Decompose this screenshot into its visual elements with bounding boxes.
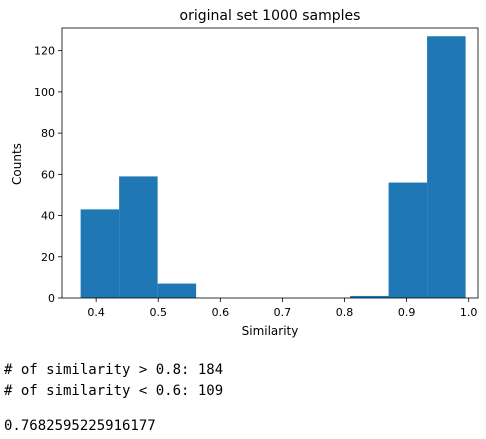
- x-tick-label: 0.4: [87, 306, 105, 319]
- y-tick-label: 20: [41, 251, 55, 264]
- output-line-count-below: # of similarity < 0.6: 109: [4, 383, 224, 399]
- histogram-bar-2: [157, 283, 197, 298]
- y-tick-label: 120: [34, 45, 55, 58]
- y-tick-label: 100: [34, 86, 55, 99]
- output-line-count-above: # of similarity > 0.8: 184: [4, 362, 224, 378]
- y-tick-label: 40: [41, 210, 55, 223]
- y-axis-label: Counts: [10, 143, 24, 185]
- histogram-bar-1: [119, 176, 158, 298]
- histogram-bar-8: [388, 182, 428, 298]
- histogram-svg: original set 1000 samples 0.4 0.5 0.6 0.7 0.…: [10, 8, 479, 338]
- bars-layer: [80, 36, 466, 299]
- histogram-bar-7: [350, 295, 389, 298]
- y-tick-label: 80: [41, 127, 55, 140]
- y-tick-label: 60: [41, 168, 55, 181]
- histogram-bar-9: [427, 36, 466, 299]
- output-line-mean-value: 0.7682595225916177: [4, 418, 156, 434]
- x-tick-label: 0.7: [274, 306, 292, 319]
- x-tick-label: 0.6: [212, 306, 230, 319]
- histogram-chart: original set 1000 samples 0.4 0.5 0.6 0.7 0.…: [10, 8, 479, 338]
- x-axis-label: Similarity: [242, 324, 299, 338]
- x-tick-label: 1.0: [460, 306, 478, 319]
- axes-layer: 0.4 0.5 0.6 0.7 0.8 0.9 1.0 0 20 40 60 80 100 120: [34, 27, 479, 319]
- chart-title: original set 1000 samples: [180, 8, 361, 24]
- plot-frame: [61, 27, 479, 299]
- x-tick-label: 0.5: [149, 306, 167, 319]
- y-tick-label: 0: [48, 292, 55, 305]
- x-tick-label: 0.8: [336, 306, 354, 319]
- x-tick-label: 0.9: [398, 306, 416, 319]
- histogram-bar-0: [80, 209, 120, 298]
